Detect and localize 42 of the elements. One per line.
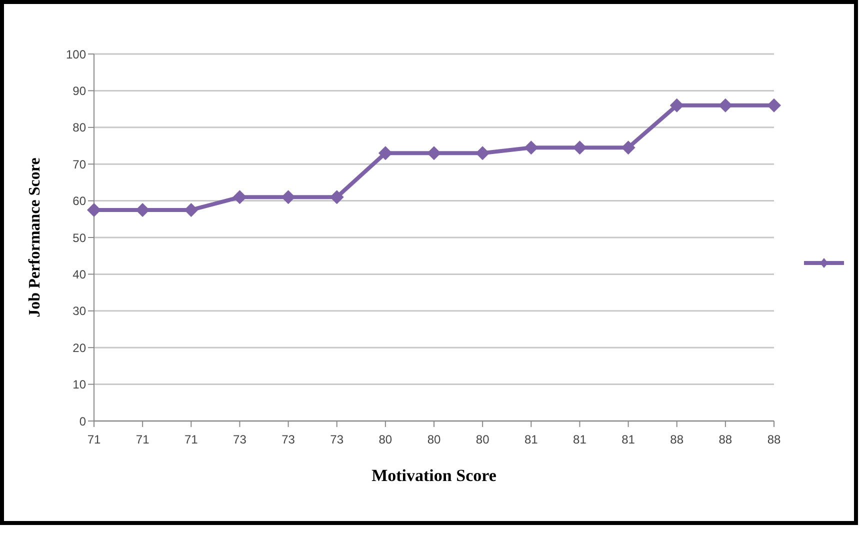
point bbox=[87, 202, 101, 217]
x-tick-label: 81 bbox=[622, 432, 636, 447]
y-tick-label: 10 bbox=[72, 378, 86, 392]
point bbox=[427, 146, 441, 160]
x-tick-label: 81 bbox=[524, 432, 538, 447]
x-tick-label: 71 bbox=[184, 432, 198, 447]
x-tick-label: 71 bbox=[87, 432, 101, 447]
point bbox=[232, 190, 247, 204]
y-tick-label: 90 bbox=[72, 84, 86, 98]
point bbox=[281, 190, 296, 204]
y-tick-label: 60 bbox=[72, 194, 86, 208]
x-tick-label: 73 bbox=[330, 432, 344, 447]
x-tick-label: 80 bbox=[378, 432, 392, 447]
x-tick-label: 80 bbox=[427, 432, 441, 447]
point bbox=[621, 140, 636, 155]
x-tick-label: 81 bbox=[573, 432, 587, 447]
x-tick-label: 88 bbox=[670, 432, 684, 447]
point bbox=[524, 140, 538, 155]
x-tick-label: 88 bbox=[767, 432, 781, 447]
y-tick-label: 100 bbox=[66, 47, 86, 62]
point bbox=[670, 98, 684, 112]
y-tick-label: 70 bbox=[72, 157, 86, 172]
x-tick-label: 73 bbox=[282, 432, 296, 447]
y-tick-label: 50 bbox=[72, 230, 86, 245]
point bbox=[330, 190, 344, 204]
x-tick-label: 71 bbox=[136, 432, 150, 447]
point bbox=[378, 146, 392, 160]
x-tick-label: 88 bbox=[718, 432, 732, 447]
point bbox=[767, 98, 781, 112]
y-tick-label: 0 bbox=[79, 414, 86, 428]
y-tick-label: 80 bbox=[72, 120, 86, 135]
y-tick-label: 20 bbox=[72, 340, 86, 355]
x-tick-label: 73 bbox=[233, 432, 247, 447]
y-tick-label: 30 bbox=[72, 304, 86, 318]
point bbox=[572, 140, 587, 155]
point bbox=[718, 98, 732, 112]
y-axis-title: Job Performance Score bbox=[26, 158, 44, 318]
y-tick-label: 40 bbox=[72, 267, 86, 282]
x-tick-label: 80 bbox=[476, 432, 490, 447]
point bbox=[184, 202, 198, 217]
point bbox=[476, 146, 490, 160]
x-axis-title: Motivation Score bbox=[372, 466, 497, 485]
